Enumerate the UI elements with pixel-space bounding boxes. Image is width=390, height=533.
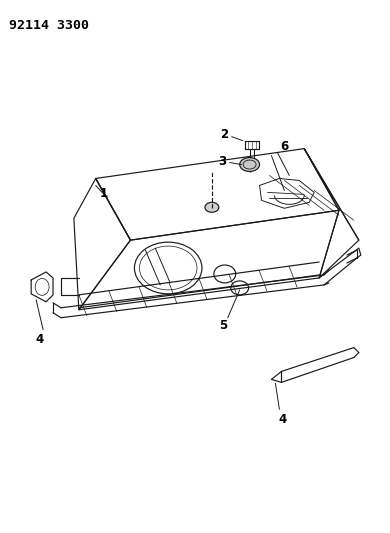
Text: 6: 6 — [280, 140, 289, 153]
Text: 1: 1 — [99, 187, 108, 200]
Ellipse shape — [240, 158, 259, 172]
Text: 92114 3300: 92114 3300 — [9, 19, 89, 33]
Text: 4: 4 — [278, 413, 287, 426]
Ellipse shape — [205, 203, 219, 212]
Text: 3: 3 — [218, 155, 226, 168]
Text: 5: 5 — [219, 319, 227, 332]
Text: 4: 4 — [35, 333, 43, 346]
Text: 2: 2 — [220, 128, 228, 141]
